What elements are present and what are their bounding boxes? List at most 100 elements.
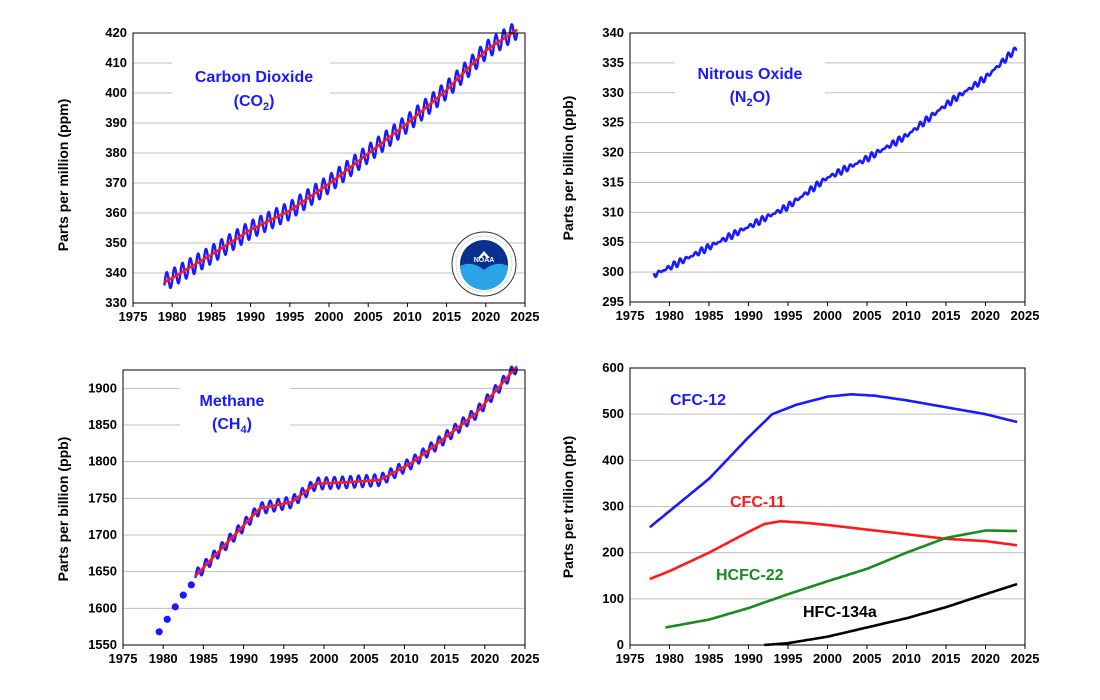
- n2o-x-tick-label: 2015: [932, 308, 961, 323]
- n2o-title: Nitrous Oxide: [698, 66, 803, 83]
- ch4-x-tick-label: 2000: [310, 651, 339, 666]
- n2o-x-tick-label: 1985: [695, 308, 724, 323]
- co2-x-tick-label: 1975: [119, 309, 148, 324]
- halocarbons-x-tick-label: 1980: [655, 651, 684, 666]
- ch4-y-tick-label: 1750: [88, 490, 117, 505]
- co2-series-trend: [163, 28, 518, 284]
- co2-x-tick-label: 2020: [471, 309, 500, 324]
- halocarbons-y-tick-label: 500: [602, 406, 624, 421]
- n2o-y-tick-label: 325: [602, 115, 624, 130]
- halocarbons-x-tick-label: 1975: [616, 651, 645, 666]
- halocarbons-y-tick-label: 200: [602, 545, 624, 560]
- n2o-y-tick-label: 295: [602, 294, 624, 309]
- co2-panel: 1975 1980 1985 1990 1995 2000 2005 2010 2015 2020…: [55, 23, 539, 324]
- ch4-y-tick-label: 1550: [88, 637, 117, 652]
- ch4-series-monthly-mean: [194, 365, 519, 579]
- n2o-y-tick-label: 315: [602, 174, 624, 189]
- co2-y-axis-label: Parts per million (ppm): [55, 99, 71, 251]
- halocarbons-series-cfc-12: [648, 392, 1018, 529]
- halocarbons-y-tick-label: 100: [602, 591, 624, 606]
- ch4-x-tick-label: 2010: [390, 651, 419, 666]
- co2-y-tick-label: 370: [105, 175, 127, 190]
- ch4-y-tick-label: 1650: [88, 564, 117, 579]
- halocarbons-series-hfc-134a: [764, 582, 1018, 647]
- co2-x-tick-label: 2005: [354, 309, 383, 324]
- co2-x-tick-label: 1980: [158, 309, 187, 324]
- n2o-y-axis-label: Parts per billion (ppb): [560, 96, 576, 241]
- halocarbons-y-tick-label: 400: [602, 452, 624, 467]
- ch4-series-trend: [194, 365, 518, 577]
- ch4-x-tick-label: 2025: [511, 651, 540, 666]
- cfc-11-label: CFC-11: [730, 494, 785, 511]
- ch4-y-tick-label: 1600: [88, 600, 117, 615]
- co2-series-monthly-mean: [163, 23, 519, 290]
- n2o-x-tick-label: 2000: [813, 308, 842, 323]
- hfc-134a-label: HFC-134a: [803, 604, 877, 621]
- halocarbons-y-tick-label: 0: [617, 637, 624, 652]
- ch4-title: Methane: [200, 393, 265, 410]
- ch4-series-early-measurements-point: [171, 603, 179, 611]
- halocarbons-x-tick-label: 2020: [971, 651, 1000, 666]
- n2o-formula: (N2O): [730, 89, 771, 109]
- ch4-y-tick-label: 1700: [88, 527, 117, 542]
- co2-x-tick-label: 1990: [236, 309, 265, 324]
- n2o-y-tick-label: 300: [602, 264, 624, 279]
- n2o-x-tick-label: 1980: [655, 308, 684, 323]
- ch4-x-tick-label: 1995: [269, 651, 298, 666]
- co2-y-tick-label: 340: [105, 265, 127, 280]
- halocarbons-x-tick-label: 2025: [1011, 651, 1040, 666]
- ch4-y-tick-label: 1800: [88, 454, 117, 469]
- co2-y-tick-label: 400: [105, 85, 127, 100]
- n2o-y-tick-label: 305: [602, 234, 624, 249]
- halocarbons-x-tick-label: 2000: [813, 651, 842, 666]
- cfc-12-label: CFC-12: [670, 392, 726, 409]
- ch4-x-tick-label: 1990: [229, 651, 258, 666]
- n2o-y-tick-label: 340: [602, 25, 624, 40]
- n2o-x-tick-label: 1995: [774, 308, 803, 323]
- n2o-y-tick-label: 335: [602, 55, 624, 70]
- halocarbons-x-tick-label: 1985: [695, 651, 724, 666]
- n2o-panel: 1975 1980 1985 1990 1995 2000 2005 2010 2015 2020…: [560, 25, 1039, 323]
- co2-y-tick-label: 330: [105, 295, 127, 310]
- halocarbons-panel: 1975 1980 1985 1990 1995 2000 2005 2010 2015 2020…: [560, 360, 1039, 666]
- ch4-x-tick-label: 2015: [430, 651, 459, 666]
- co2-y-tick-label: 410: [105, 55, 127, 70]
- co2-x-tick-label: 2015: [432, 309, 461, 324]
- ch4-series-early-measurements-point: [155, 628, 163, 636]
- n2o-x-tick-label: 1975: [616, 308, 645, 323]
- halocarbons-y-axis-label: Parts per trillion (ppt): [560, 436, 576, 578]
- ch4-series-early-measurements-point: [179, 591, 187, 599]
- co2-x-tick-label: 1985: [197, 309, 226, 324]
- halocarbons-y-tick-label: 600: [602, 360, 624, 375]
- co2-title-box: [172, 62, 330, 114]
- n2o-x-tick-label: 1990: [734, 308, 763, 323]
- halocarbons-y-tick-label: 300: [602, 499, 624, 514]
- co2-y-tick-label: 380: [105, 145, 127, 160]
- co2-title: Carbon Dioxide: [195, 69, 313, 86]
- hcfc-22-label: HCFC-22: [716, 567, 784, 584]
- halocarbons-x-tick-label: 1990: [734, 651, 763, 666]
- noaa-logo-text: NOAA: [474, 257, 495, 264]
- n2o-y-tick-label: 330: [602, 85, 624, 100]
- n2o-y-tick-label: 310: [602, 204, 624, 219]
- ch4-panel: 1975 1980 1985 1990 1995 2000 2005 2010 2015 2020…: [55, 365, 540, 666]
- ch4-x-tick-label: 2020: [470, 651, 499, 666]
- ch4-y-tick-label: 1900: [88, 380, 117, 395]
- n2o-x-tick-label: 2005: [853, 308, 882, 323]
- co2-y-tick-label: 420: [105, 25, 127, 40]
- ch4-y-axis-label: Parts per billion (ppb): [55, 437, 71, 582]
- halocarbons-x-tick-label: 2015: [932, 651, 961, 666]
- halocarbons-series-hcfc-22: [665, 529, 1018, 629]
- halocarbons-x-tick-label: 1995: [774, 651, 803, 666]
- ch4-y-tick-label: 1850: [88, 417, 117, 432]
- n2o-y-tick-label: 320: [602, 145, 624, 160]
- ch4-x-tick-label: 1975: [109, 651, 138, 666]
- halocarbons-x-tick-label: 2010: [892, 651, 921, 666]
- n2o-x-tick-label: 2010: [892, 308, 921, 323]
- co2-x-tick-label: 1995: [275, 309, 304, 324]
- co2-y-tick-label: 350: [105, 235, 127, 250]
- noaa-logo-icon: NOAA: [451, 231, 517, 297]
- co2-x-tick-label: 2010: [393, 309, 422, 324]
- halocarbons-x-tick-label: 2005: [853, 651, 882, 666]
